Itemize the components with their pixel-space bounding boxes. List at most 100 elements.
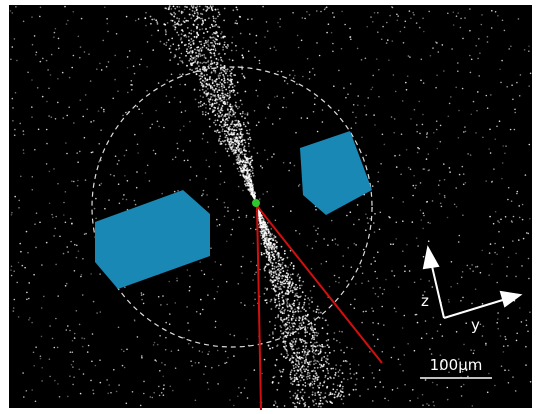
particle — [31, 321, 33, 324]
particle — [71, 180, 73, 182]
particle — [423, 168, 426, 170]
particle — [458, 109, 460, 112]
particle — [209, 103, 211, 106]
particle — [168, 8, 170, 11]
particle — [475, 266, 477, 268]
particle — [452, 11, 455, 13]
particle — [202, 8, 205, 11]
particle — [243, 139, 246, 142]
particle — [249, 157, 252, 160]
particle — [208, 83, 211, 85]
particle — [258, 198, 261, 200]
particle — [27, 251, 29, 254]
particle — [339, 364, 342, 367]
particle — [422, 17, 424, 20]
particle — [444, 196, 446, 199]
particle — [314, 353, 317, 355]
particle — [332, 388, 335, 391]
particle — [378, 369, 381, 371]
particle — [200, 73, 202, 75]
particle — [57, 182, 59, 185]
particle — [268, 230, 270, 233]
particle — [73, 180, 75, 183]
particle — [229, 137, 232, 140]
particle — [210, 71, 213, 74]
particle — [308, 374, 311, 377]
particle — [425, 158, 428, 160]
particle — [279, 265, 282, 267]
particle — [174, 55, 177, 57]
particle — [64, 5, 66, 8]
particle — [217, 94, 220, 96]
particle — [469, 267, 472, 270]
particle — [203, 273, 206, 276]
particle — [216, 101, 218, 104]
particle — [290, 347, 293, 349]
particle — [271, 251, 273, 254]
particle — [413, 349, 416, 352]
particle — [181, 60, 183, 62]
particle — [177, 44, 180, 47]
particle — [356, 204, 359, 206]
particle — [308, 71, 311, 73]
particle — [507, 382, 510, 384]
particle — [512, 240, 514, 242]
particle — [264, 299, 267, 302]
particle — [292, 267, 295, 270]
particle — [229, 145, 231, 148]
particle — [290, 361, 293, 364]
particle — [333, 393, 336, 396]
particle — [227, 147, 230, 150]
particle — [289, 396, 292, 399]
particle — [204, 18, 207, 21]
particle — [201, 17, 204, 20]
particle — [239, 32, 242, 35]
particle — [244, 141, 247, 144]
particle — [231, 86, 234, 89]
particle — [149, 127, 152, 129]
particle — [245, 184, 247, 187]
particle — [159, 335, 161, 337]
particle — [429, 222, 431, 224]
particle — [267, 345, 270, 347]
particle — [264, 224, 266, 227]
particle — [447, 12, 449, 15]
particle — [239, 174, 242, 177]
particle — [245, 175, 248, 178]
particle — [380, 163, 382, 165]
particle — [229, 108, 232, 111]
particle — [241, 103, 243, 106]
particle — [201, 111, 204, 113]
particle — [389, 14, 391, 17]
particle — [114, 78, 116, 81]
particle — [322, 402, 324, 405]
particle — [337, 375, 340, 378]
particle — [283, 310, 286, 312]
particle — [277, 252, 280, 255]
particle — [249, 187, 252, 190]
particle — [267, 228, 269, 231]
particle — [206, 30, 209, 33]
particle — [290, 278, 293, 281]
particle — [306, 373, 309, 376]
particle — [467, 153, 469, 155]
particle — [73, 122, 75, 124]
particle — [286, 282, 289, 285]
particle — [157, 82, 160, 84]
particle — [228, 112, 231, 115]
particle — [273, 153, 275, 155]
particle — [304, 298, 306, 301]
particle — [228, 86, 231, 88]
particle — [395, 166, 398, 168]
particle — [516, 81, 518, 84]
particle — [123, 366, 126, 369]
particle — [205, 103, 207, 106]
particle — [527, 232, 530, 235]
particle — [319, 397, 322, 399]
particle — [244, 117, 246, 120]
particle — [219, 100, 222, 103]
particle — [249, 169, 251, 171]
particle — [233, 404, 235, 407]
particle — [431, 286, 434, 288]
particle — [463, 343, 465, 346]
